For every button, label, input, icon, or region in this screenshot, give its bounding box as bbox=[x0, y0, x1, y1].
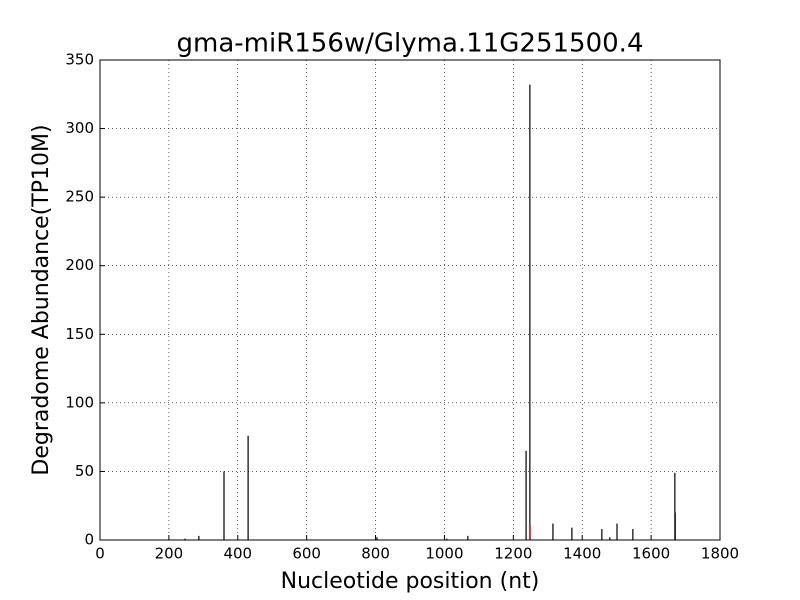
x-tick-label: 800 bbox=[361, 545, 390, 563]
x-tick-label: 1800 bbox=[701, 545, 739, 563]
x-tick-label: 1200 bbox=[494, 545, 532, 563]
x-tick-label: 200 bbox=[155, 545, 184, 563]
y-tick-label: 100 bbox=[65, 393, 94, 411]
x-tick-label: 0 bbox=[95, 545, 105, 563]
x-tick-label: 1600 bbox=[632, 545, 670, 563]
y-tick-label: 0 bbox=[84, 531, 94, 549]
x-tick-label: 400 bbox=[223, 545, 252, 563]
y-axis-label: Degradome Abundance(TP10M) bbox=[29, 124, 54, 475]
y-tick-label: 300 bbox=[65, 119, 94, 137]
y-tick-label: 50 bbox=[75, 462, 94, 480]
x-tick-label: 1000 bbox=[425, 545, 463, 563]
x-tick-label: 600 bbox=[292, 545, 321, 563]
plot-frame bbox=[99, 59, 721, 541]
y-tick-label: 200 bbox=[65, 256, 94, 274]
y-tick-label: 350 bbox=[65, 51, 94, 69]
x-axis-label: Nucleotide position (nt) bbox=[281, 569, 540, 594]
chart-title: gma-miR156w/Glyma.11G251500.4 bbox=[177, 29, 644, 59]
x-tick-label: 1400 bbox=[563, 545, 601, 563]
y-tick-label: 150 bbox=[65, 325, 94, 343]
y-tick-label: 250 bbox=[65, 188, 94, 206]
